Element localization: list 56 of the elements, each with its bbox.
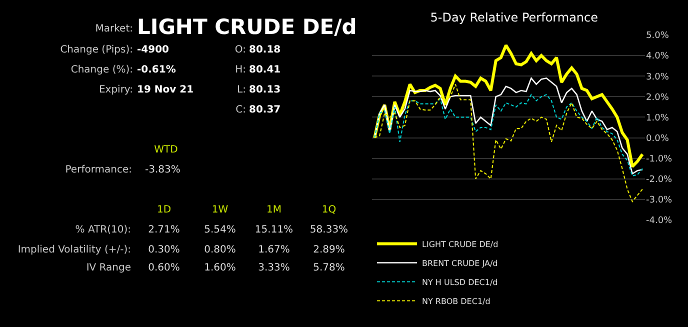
text: 0.30% bbox=[148, 244, 180, 256]
text: 1M bbox=[266, 204, 282, 216]
line-series bbox=[374, 78, 644, 174]
text: Change (%): bbox=[70, 64, 133, 76]
text: 5.54% bbox=[204, 224, 236, 236]
text: 5.78% bbox=[313, 262, 345, 274]
text: 0.60% bbox=[148, 262, 180, 274]
text: 2.89% bbox=[313, 244, 345, 256]
y-tick-label: -3.0% bbox=[646, 196, 673, 206]
y-tick-label: 2.0% bbox=[646, 92, 670, 103]
text: 1.67% bbox=[258, 244, 290, 256]
text: 1Q bbox=[322, 204, 336, 216]
text: Change (Pips): bbox=[60, 44, 133, 56]
text: Expiry: bbox=[98, 84, 133, 96]
line-series bbox=[374, 94, 644, 176]
y-tick-label: 1.0% bbox=[646, 113, 670, 124]
text: Market: bbox=[95, 24, 133, 34]
y-tick-label: 4.0% bbox=[646, 52, 670, 62]
y-tick-label: -2.0% bbox=[646, 175, 673, 186]
text: 80.13 bbox=[249, 84, 281, 96]
y-tick-label: 3.0% bbox=[646, 72, 670, 82]
text: 58.33% bbox=[310, 224, 348, 236]
text: Performance: bbox=[65, 164, 132, 176]
legend-label: NY RBOB DEC1/d bbox=[422, 296, 490, 306]
text: 80.41 bbox=[249, 64, 281, 76]
text: 19 Nov 21 bbox=[137, 84, 194, 96]
text: C: bbox=[236, 104, 246, 116]
line-series bbox=[374, 84, 644, 202]
text: H: bbox=[235, 64, 246, 76]
text: L: bbox=[237, 84, 246, 96]
y-tick-label: -1.0% bbox=[646, 154, 673, 164]
y-tick-label: -4.0% bbox=[646, 216, 673, 226]
text: % ATR(10): bbox=[75, 224, 131, 236]
text: -0.61% bbox=[137, 64, 176, 76]
text: IV Range bbox=[86, 262, 131, 274]
text: 0.80% bbox=[204, 244, 236, 256]
text: 1D bbox=[156, 204, 172, 216]
text: -4900 bbox=[137, 44, 169, 56]
text: LIGHT CRUDE DE/d bbox=[137, 15, 357, 39]
text: 1.60% bbox=[204, 262, 236, 274]
text: O: bbox=[234, 44, 246, 56]
legend-label: LIGHT CRUDE DE/d bbox=[422, 240, 498, 249]
text: 15.11% bbox=[254, 224, 294, 236]
text: -3.83% bbox=[145, 164, 180, 176]
text: WTD bbox=[154, 144, 178, 156]
text: 1W bbox=[212, 204, 228, 216]
chart-title: 5-Day Relative Performance bbox=[430, 10, 598, 24]
text: 80.18 bbox=[249, 44, 281, 56]
text: Implied Volatility (+/-): bbox=[18, 244, 131, 256]
legend-label: BRENT CRUDE JA/d bbox=[422, 258, 498, 268]
text: 2.71% bbox=[148, 224, 180, 236]
y-tick-label: 0.0% bbox=[646, 134, 670, 144]
text: 3.33% bbox=[258, 262, 290, 274]
y-tick-label: 5.0% bbox=[646, 31, 670, 42]
text: 80.37 bbox=[249, 104, 281, 116]
legend-label: NY H ULSD DEC1/d bbox=[422, 278, 498, 287]
